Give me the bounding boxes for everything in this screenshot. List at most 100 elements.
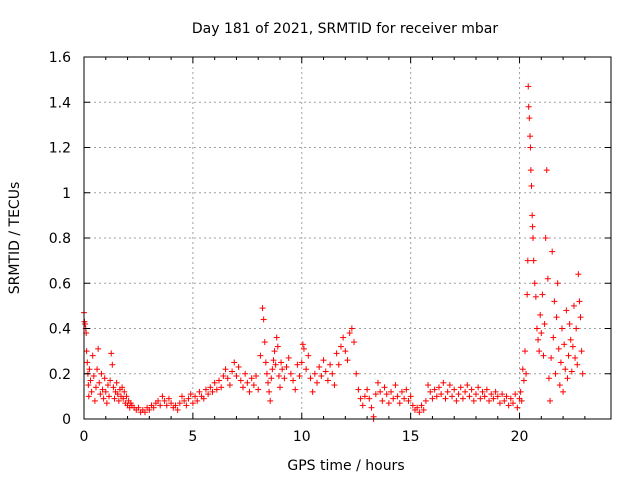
data-point: [377, 388, 384, 395]
data-point: [431, 386, 438, 393]
data-point: [576, 298, 583, 305]
data-point: [239, 384, 246, 391]
data-point: [273, 334, 280, 341]
data-point: [552, 370, 559, 377]
data-point: [529, 223, 536, 230]
data-point: [168, 400, 175, 407]
data-point: [270, 357, 277, 364]
data-point: [422, 397, 429, 404]
data-point: [429, 395, 436, 402]
data-point: [523, 370, 530, 377]
data-point: [298, 359, 305, 366]
data-point: [578, 348, 585, 355]
data-point: [348, 325, 355, 332]
data-point: [520, 377, 527, 384]
data-point: [409, 402, 416, 409]
data-point: [479, 388, 486, 395]
data-point: [505, 402, 512, 409]
gridlines: [84, 57, 611, 419]
data-point: [324, 377, 331, 384]
data-point: [146, 406, 153, 413]
data-point: [519, 366, 526, 373]
data-point: [442, 395, 449, 402]
data-point: [554, 280, 561, 287]
data-point: [82, 320, 89, 327]
data-point: [103, 400, 110, 407]
data-point: [271, 348, 278, 355]
data-point: [544, 275, 551, 282]
y-tick-label: 1.2: [49, 141, 71, 157]
data-point: [366, 395, 373, 402]
data-point: [272, 361, 279, 368]
y-tick-label: 0: [62, 412, 71, 428]
data-point: [392, 382, 399, 389]
data-point: [368, 404, 375, 411]
chart-title: Day 181 of 2021, SRMTID for receiver mba…: [192, 21, 499, 37]
data-point: [566, 320, 573, 327]
data-point: [303, 366, 310, 373]
data-point: [314, 379, 321, 386]
data-point: [337, 343, 344, 350]
data-point: [572, 354, 579, 361]
data-point: [562, 366, 569, 373]
data-point: [427, 388, 434, 395]
data-point: [316, 363, 323, 370]
data-point: [85, 393, 92, 400]
data-point: [224, 375, 231, 382]
data-point: [307, 375, 314, 382]
data-point: [296, 373, 303, 380]
data-point: [320, 357, 327, 364]
data-point: [318, 373, 325, 380]
y-tick-label: 1.6: [49, 50, 71, 66]
data-point: [329, 370, 336, 377]
data-point: [532, 293, 539, 300]
data-point: [260, 316, 267, 323]
data-point: [340, 334, 347, 341]
data-point: [281, 375, 288, 382]
data-point: [548, 354, 555, 361]
data-point: [435, 384, 442, 391]
y-axis-title: SRMTID / TECUs: [7, 182, 23, 295]
data-point: [218, 384, 225, 391]
data-point: [263, 370, 270, 377]
data-point: [250, 382, 257, 389]
data-point: [111, 395, 118, 402]
data-point: [299, 341, 306, 348]
data-point: [290, 377, 297, 384]
data-point: [483, 386, 490, 393]
data-point: [187, 391, 194, 398]
data-point: [526, 115, 533, 122]
data-point: [108, 350, 115, 357]
data-point: [265, 379, 272, 386]
data-point: [269, 366, 276, 373]
data-point: [97, 391, 104, 398]
data-point: [351, 339, 358, 346]
data-point: [285, 354, 292, 361]
data-point: [542, 235, 549, 241]
data-point: [233, 373, 240, 380]
data-point: [283, 363, 290, 370]
data-point: [287, 370, 294, 377]
data-point: [529, 212, 536, 219]
data-point: [433, 393, 440, 400]
y-tick-label: 0.8: [49, 231, 71, 247]
data-point: [405, 397, 412, 404]
data-point: [565, 352, 572, 359]
data-point: [446, 382, 453, 389]
data-point: [346, 330, 353, 337]
data-point: [163, 402, 170, 409]
data-point: [192, 393, 199, 400]
data-point: [200, 395, 207, 402]
data-point: [279, 366, 286, 373]
data-point: [420, 406, 427, 413]
data-point: [501, 397, 508, 404]
data-point: [259, 305, 266, 312]
data-point: [503, 393, 510, 400]
data-point: [567, 336, 574, 343]
data-point: [115, 397, 122, 404]
data-point: [364, 386, 371, 393]
data-point: [530, 257, 537, 264]
data-point: [451, 386, 458, 393]
data-point: [425, 382, 432, 389]
data-point: [359, 402, 366, 409]
